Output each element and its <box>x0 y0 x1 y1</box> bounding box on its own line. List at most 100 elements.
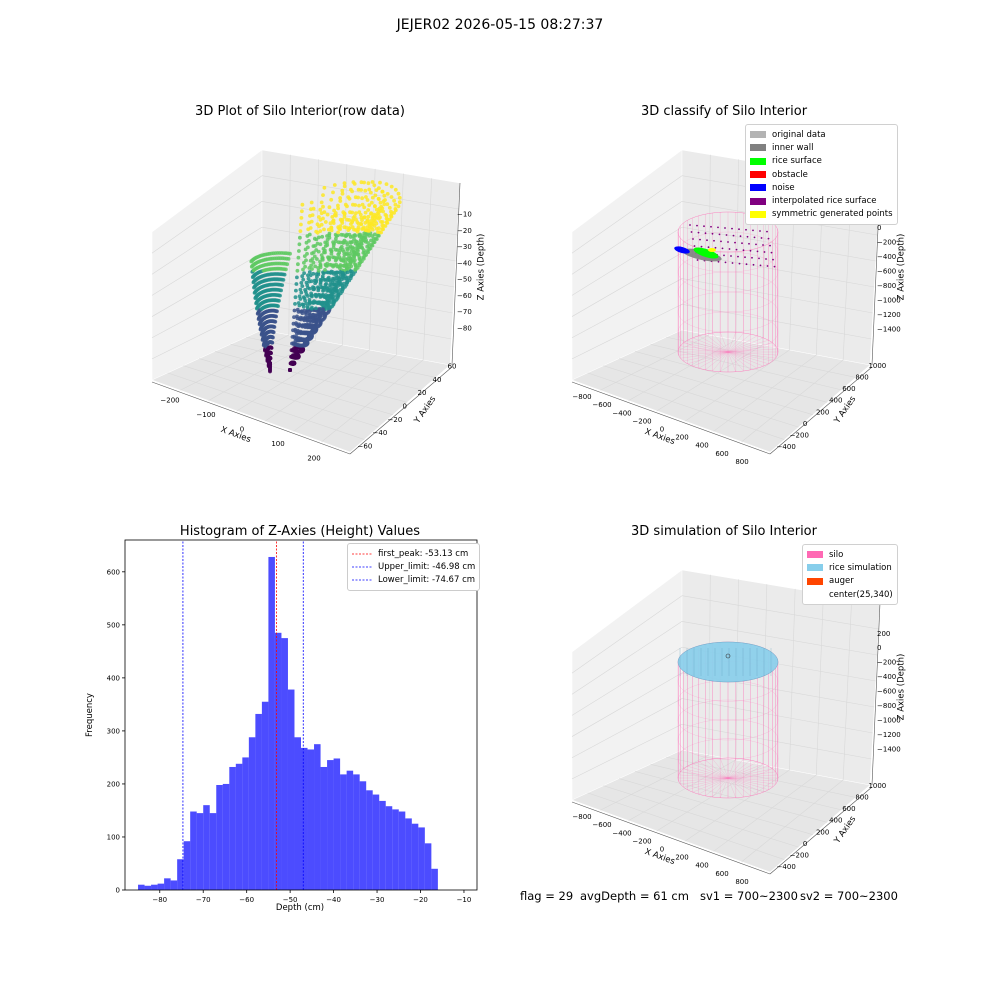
scatter-point <box>305 304 310 309</box>
scatter-point <box>333 239 338 244</box>
scatter-point <box>302 317 306 321</box>
z-axis-line <box>451 182 461 366</box>
scatter-point <box>358 212 363 217</box>
scatter-point <box>374 221 379 226</box>
scatter-point <box>370 227 375 232</box>
scatter-point <box>314 306 318 311</box>
scatter-point <box>378 180 382 185</box>
scatter-point <box>295 275 299 280</box>
scatter-point <box>389 214 394 219</box>
grid-line <box>261 278 453 314</box>
scatter-point <box>290 348 295 352</box>
scatter-point <box>342 225 347 230</box>
grid-line <box>151 201 263 275</box>
scatter-point <box>361 251 366 255</box>
scatter-point <box>300 274 305 279</box>
scatter-point <box>360 234 365 239</box>
scatter-point <box>321 288 326 292</box>
scatter-point <box>385 192 390 196</box>
scatter-point <box>327 205 332 210</box>
z-tick-label: −800 <box>877 702 896 710</box>
scatter-point <box>364 253 368 257</box>
scatter-point <box>303 264 307 269</box>
legend-item-auger: auger <box>807 575 893 588</box>
scatter-point <box>317 313 322 318</box>
scatter-point <box>346 275 350 280</box>
scatter-point <box>357 233 361 238</box>
scatter-point <box>308 214 312 218</box>
scatter-point <box>315 230 320 235</box>
grid-line <box>261 175 459 210</box>
scatter-point <box>349 264 354 269</box>
scatter-point <box>360 227 364 231</box>
scatter-point <box>363 210 368 215</box>
scatter-point <box>309 291 313 296</box>
scatter-point <box>316 268 321 273</box>
grid-line <box>183 365 379 428</box>
scatter-point <box>360 246 364 250</box>
scatter-point <box>314 313 319 317</box>
scatter-point <box>354 246 358 251</box>
scatter-point <box>360 202 365 207</box>
scatter-point <box>292 308 297 313</box>
scatter-point <box>307 279 312 284</box>
y-tick-label: −200 <box>790 852 809 860</box>
scatter-point <box>396 191 401 196</box>
scatter-point <box>296 262 300 267</box>
scatter-point <box>332 183 337 187</box>
scatter-point <box>325 212 330 217</box>
scatter-point <box>352 214 357 219</box>
x-tick-label: 800 <box>735 878 748 886</box>
scatter-point <box>297 294 302 299</box>
legend-swatch <box>807 591 823 598</box>
scatter-point <box>365 244 370 249</box>
scatter-point <box>367 233 372 238</box>
scatter-point <box>302 260 306 265</box>
z-tick-label: 200 <box>877 630 890 638</box>
scatter-point <box>342 215 347 219</box>
y-tick-label: 400 <box>829 817 842 825</box>
scatter-point <box>321 246 326 251</box>
scatter-point <box>305 234 310 238</box>
scatter-point <box>300 323 305 328</box>
scatter-point <box>334 257 339 262</box>
scatter-point <box>342 181 347 186</box>
scatter-point <box>387 205 392 210</box>
scatter-point <box>336 230 340 235</box>
grid-line <box>288 154 291 336</box>
scatter-point <box>297 322 302 327</box>
scatter-point <box>309 263 313 268</box>
scatter-point <box>364 228 368 233</box>
scatter-point <box>318 207 323 212</box>
scatter-point <box>384 214 389 218</box>
scatter-point <box>340 191 345 196</box>
scatter-point <box>292 315 296 319</box>
scatter-point <box>373 236 378 241</box>
scatter-point <box>325 261 330 266</box>
grid-line <box>167 372 365 440</box>
z-tick-label: −1400 <box>877 745 901 753</box>
grid-line <box>151 226 263 296</box>
legend-item-silo: silo <box>807 548 893 561</box>
scatter-point <box>326 288 331 293</box>
scatter-point <box>343 202 348 207</box>
scatter-point <box>359 180 364 185</box>
x-tick-label: −400 <box>612 829 631 837</box>
scatter-point <box>369 200 374 205</box>
scatter-point <box>336 206 340 211</box>
scatter-point <box>310 267 314 271</box>
scatter-point <box>316 266 321 270</box>
scatter-point <box>337 251 342 255</box>
scatter-point <box>300 209 304 214</box>
scatter-point <box>340 218 345 222</box>
scatter-point <box>329 282 334 287</box>
grid-line <box>199 358 393 416</box>
scatter-point <box>306 227 311 232</box>
y-tick-label: 1000 <box>868 782 886 790</box>
grid-line <box>230 343 422 391</box>
grid-line <box>261 252 455 288</box>
scatter-point <box>320 301 325 305</box>
scatter-point <box>298 315 303 320</box>
